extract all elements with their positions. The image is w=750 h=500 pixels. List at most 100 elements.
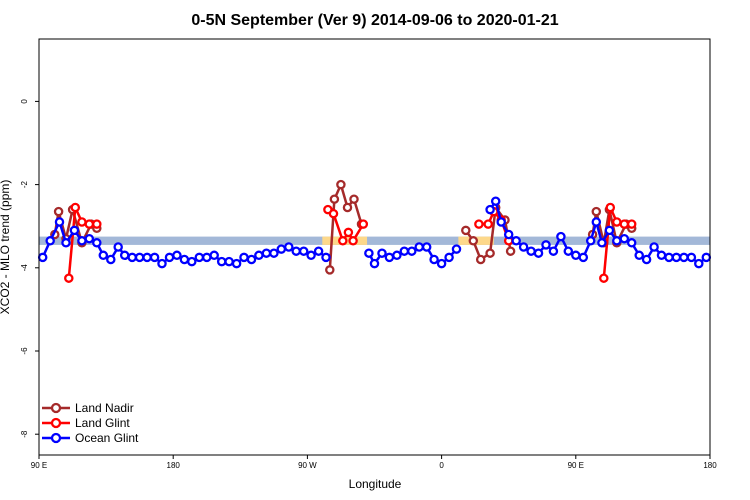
ocean-glint-point	[276, 244, 287, 254]
ocean-glint-point	[548, 246, 559, 256]
ocean-glint-point	[556, 231, 566, 242]
legend-item-land-glint: Land Glint	[42, 416, 130, 430]
ocean-glint-point	[164, 252, 175, 263]
x-tick-label: 90 E	[568, 461, 584, 470]
land-nadir-point	[53, 206, 64, 217]
ocean-glint-point	[496, 217, 506, 227]
land-glint-point	[338, 236, 348, 246]
land-nadir-point	[475, 254, 486, 265]
x-tick-label: 0	[439, 461, 444, 470]
legend-label: Ocean Glint	[75, 431, 139, 445]
land-glint-point	[84, 219, 95, 229]
x-axis: 90 E 180 90 W 0 90 E 180	[31, 455, 717, 470]
ocean-glint-point	[106, 254, 116, 265]
land-nadir-point	[325, 265, 335, 275]
ocean-glint-point	[61, 238, 71, 248]
legend-item-land-nadir: Land Nadir	[42, 401, 134, 415]
ocean-glint-point	[313, 246, 324, 256]
y-axis: 0 -2 -4 -6 -8	[20, 99, 39, 438]
series-ocean-glint	[37, 196, 712, 269]
legend-swatch-marker	[50, 432, 62, 444]
ocean-glint-point	[578, 252, 589, 263]
ocean-glint-point	[321, 252, 331, 263]
legend-label: Land Glint	[75, 416, 130, 430]
x-tick-label: 90 E	[31, 461, 47, 470]
ocean-glint-point	[246, 254, 257, 265]
ocean-glint-point	[149, 252, 160, 263]
y-tick-label: -8	[20, 430, 29, 438]
land-glint-point	[358, 219, 369, 229]
ocean-glint-point	[641, 254, 652, 265]
series-layer	[37, 179, 712, 283]
series-land-glint	[64, 202, 637, 283]
land-nadir-point	[461, 225, 471, 236]
ocean-glint-point	[686, 252, 697, 263]
ocean-glint-point	[533, 248, 544, 258]
ocean-glint-point	[119, 250, 130, 261]
ocean-glint-point	[414, 242, 424, 252]
land-nadir-point	[329, 194, 340, 204]
ocean-glint-point	[701, 252, 712, 263]
ocean-glint-point	[209, 250, 219, 261]
ocean-glint-point	[127, 252, 137, 263]
ocean-glint-point	[679, 252, 689, 263]
ocean-glint-point	[563, 246, 574, 256]
land-nadir-point	[591, 206, 602, 217]
ocean-glint-point	[429, 254, 439, 265]
y-tick-label: 0	[20, 99, 29, 104]
ocean-glint-point	[113, 242, 123, 252]
ocean-glint-point	[490, 196, 501, 206]
ocean-glint-point	[194, 252, 205, 263]
ocean-glint-point	[619, 233, 630, 244]
ocean-glint-point	[306, 250, 316, 261]
ocean-glint-point	[511, 236, 521, 246]
chart-title: 0-5N September (Ver 9) 2014-09-06 to 202…	[191, 12, 558, 29]
y-tick-label: -4	[20, 264, 29, 272]
y-axis-label: XCO2 - MLO trend (ppm)	[0, 180, 12, 315]
ocean-glint-point	[239, 252, 249, 263]
ocean-glint-point	[612, 236, 622, 246]
land-glint-point	[483, 219, 493, 229]
land-glint-point	[474, 219, 484, 229]
ocean-glint-point	[694, 258, 704, 269]
ocean-glint-point	[172, 250, 182, 261]
land-glint-point	[92, 219, 102, 229]
ocean-glint-point	[298, 246, 309, 256]
land-glint-point	[64, 273, 74, 283]
ocean-glint-point	[98, 250, 109, 261]
land-glint-point	[599, 273, 609, 283]
land-nadir-point	[468, 236, 479, 246]
ocean-glint-point	[142, 252, 152, 263]
ocean-glint-point	[571, 250, 581, 261]
plot-background-layer	[39, 236, 710, 245]
ocean-glint-point	[541, 240, 551, 250]
ocean-glint-point	[503, 229, 514, 240]
ocean-glint-point	[384, 252, 395, 263]
ocean-glint-point	[179, 254, 190, 265]
ocean-glint-point	[377, 248, 387, 258]
ocean-glint-point	[591, 217, 602, 227]
ocean-glint-point	[421, 242, 432, 252]
ocean-glint-point	[626, 238, 637, 248]
land-nadir-point	[336, 179, 346, 190]
ocean-glint-point	[84, 233, 95, 244]
ocean-glint-point	[69, 225, 80, 236]
ocean-glint-point	[392, 250, 402, 261]
ocean-glint-point	[649, 242, 659, 252]
land-glint-point	[70, 202, 81, 213]
ocean-glint-point	[224, 256, 234, 267]
ocean-glint-point	[54, 217, 65, 227]
land-glint-point	[605, 202, 616, 213]
ocean-glint-point	[284, 242, 294, 252]
ocean-glint-point	[634, 250, 644, 261]
land-nadir-point	[505, 246, 516, 256]
ocean-glint-point	[436, 258, 447, 269]
ocean-glint-point	[37, 252, 48, 263]
land-glint-point	[348, 236, 358, 246]
land-glint-point	[612, 217, 622, 227]
ocean-glint-point	[604, 225, 615, 236]
ocean-glint-point	[526, 246, 536, 256]
ocean-glint-point	[216, 256, 227, 267]
